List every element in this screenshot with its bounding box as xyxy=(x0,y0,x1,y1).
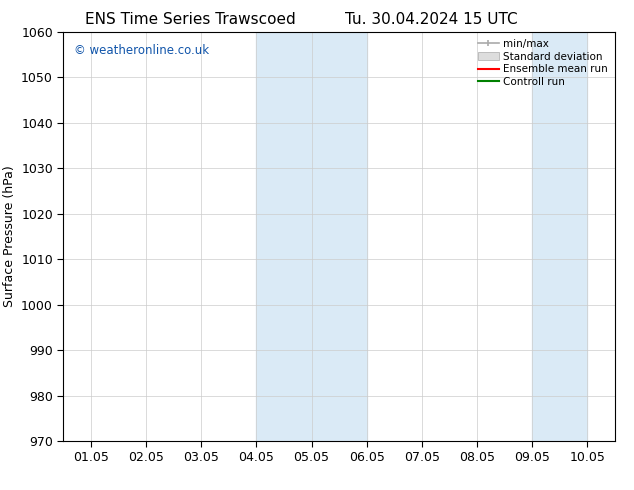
Text: © weatheronline.co.uk: © weatheronline.co.uk xyxy=(74,44,210,57)
Bar xyxy=(256,32,367,441)
Text: ENS Time Series Trawscoed: ENS Time Series Trawscoed xyxy=(85,12,295,27)
Legend: min/max, Standard deviation, Ensemble mean run, Controll run: min/max, Standard deviation, Ensemble me… xyxy=(476,37,610,89)
Text: Tu. 30.04.2024 15 UTC: Tu. 30.04.2024 15 UTC xyxy=(345,12,517,27)
Bar xyxy=(533,32,588,441)
Y-axis label: Surface Pressure (hPa): Surface Pressure (hPa) xyxy=(3,166,16,307)
